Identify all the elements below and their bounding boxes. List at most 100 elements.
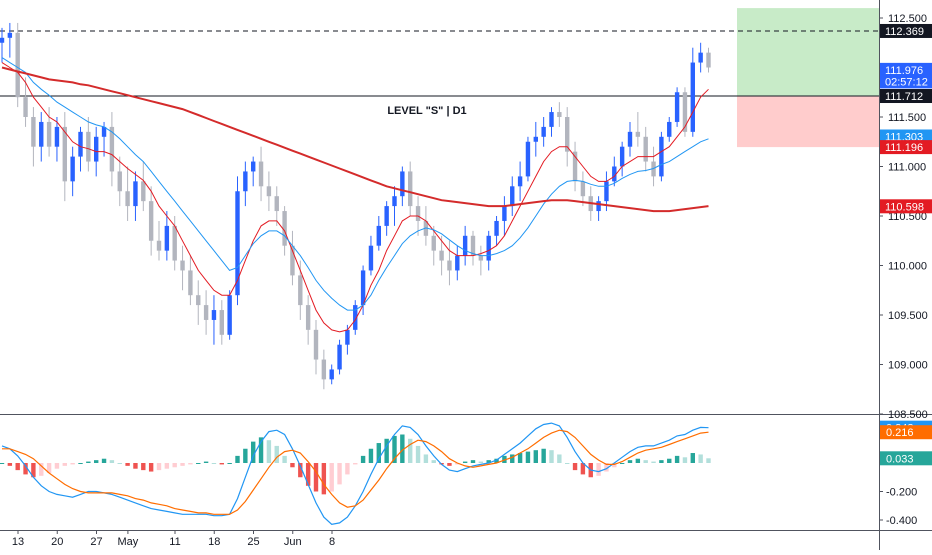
candle-body[interactable] [627,131,633,147]
candle-body[interactable] [46,121,52,147]
candle-body[interactable] [431,235,436,251]
candle-body[interactable] [258,161,264,187]
candle-body[interactable] [94,136,99,162]
candle-body[interactable] [533,136,538,142]
candle-body[interactable] [439,250,444,261]
candle-body[interactable] [313,329,319,360]
price-label-box [880,129,932,144]
candle-body[interactable] [596,201,601,212]
macd-value-text: 0.216 [886,427,914,439]
candle-body[interactable] [282,211,287,246]
candle-body[interactable] [462,235,468,256]
candle-body[interactable] [541,126,546,137]
candle-body[interactable] [698,52,703,63]
candle-body[interactable] [337,344,342,370]
candle-body[interactable] [274,196,279,212]
candle-body[interactable] [635,131,641,137]
candle-body[interactable] [549,112,554,127]
candle-body[interactable] [353,305,358,330]
candle-body[interactable] [690,62,695,132]
candle-body[interactable] [643,136,648,162]
candle-body[interactable] [164,225,170,251]
candle-body[interactable] [156,240,162,251]
macd-tick-label: -0.400 [886,515,917,527]
candle-body[interactable] [70,156,75,182]
candle-body[interactable] [580,181,586,197]
candle-body[interactable] [345,329,350,345]
candle-body[interactable] [86,131,91,162]
candle-body[interactable] [235,191,240,296]
candle-body[interactable] [525,141,531,177]
candle-body[interactable] [188,270,193,296]
candle-body[interactable] [415,206,421,221]
histogram-bar [290,463,295,468]
candle-body[interactable] [172,225,177,261]
candle-body[interactable] [0,37,5,43]
candle-body[interactable] [266,186,272,197]
candle-body[interactable] [101,126,107,137]
candle-body[interactable] [180,260,185,271]
candle-body[interactable] [329,369,334,380]
candle-body[interactable] [572,151,578,182]
candle-body[interactable] [290,245,295,276]
histogram-bar [0,463,5,464]
candle-body[interactable] [494,220,499,236]
candle-body[interactable] [141,181,146,202]
candle-body[interactable] [211,310,217,320]
candle-body[interactable] [78,131,83,157]
candle-body[interactable] [384,206,389,226]
candle-body[interactable] [227,295,232,335]
candle-body[interactable] [706,52,711,68]
candle-body[interactable] [251,161,256,172]
candle-body[interactable] [31,117,36,147]
candle-body[interactable] [321,359,327,380]
candle-body[interactable] [447,260,452,271]
candle-body[interactable] [604,181,609,202]
candle-body[interactable] [62,126,67,182]
candle-body[interactable] [7,32,13,38]
candle-body[interactable] [125,191,130,207]
candle-body[interactable] [667,121,672,137]
candle-body[interactable] [392,196,397,207]
candle-body[interactable] [368,245,374,271]
candle-body[interactable] [674,92,680,122]
candle-body[interactable] [478,255,484,261]
candle-body[interactable] [39,121,44,147]
histogram-bar [258,437,264,463]
candle-body[interactable] [470,235,476,256]
candle-body[interactable] [619,146,625,167]
macd-value-box [880,451,932,466]
candle-body[interactable] [502,206,507,221]
candle-body[interactable] [517,176,523,187]
candle-body[interactable] [455,255,460,271]
candle-body[interactable] [148,201,154,241]
candle-body[interactable] [557,112,562,117]
candle-body[interactable] [109,126,115,172]
candle-body[interactable] [243,171,248,192]
candle-body[interactable] [659,136,664,177]
histogram-bar [643,460,648,463]
candle-body[interactable] [117,171,122,192]
candle-body[interactable] [219,310,224,335]
candle-body[interactable] [305,305,311,330]
candle-body[interactable] [298,275,303,306]
candle-body[interactable] [133,181,138,207]
candle-body[interactable] [408,171,413,207]
candle-body[interactable] [15,32,20,98]
candle-body[interactable] [510,186,515,207]
histogram-bar [46,463,52,473]
candle-body[interactable] [196,295,201,306]
candle-body[interactable] [54,126,60,147]
candle-body[interactable] [612,166,617,182]
candle-body[interactable] [565,117,570,152]
candle-body[interactable] [360,270,366,306]
candle-body[interactable] [376,225,381,246]
candle-body[interactable] [682,92,688,132]
candle-body[interactable] [400,171,405,197]
candle-body[interactable] [486,235,491,261]
histogram-bar [619,463,625,464]
candle-body[interactable] [203,305,209,320]
candle-body[interactable] [23,97,28,117]
